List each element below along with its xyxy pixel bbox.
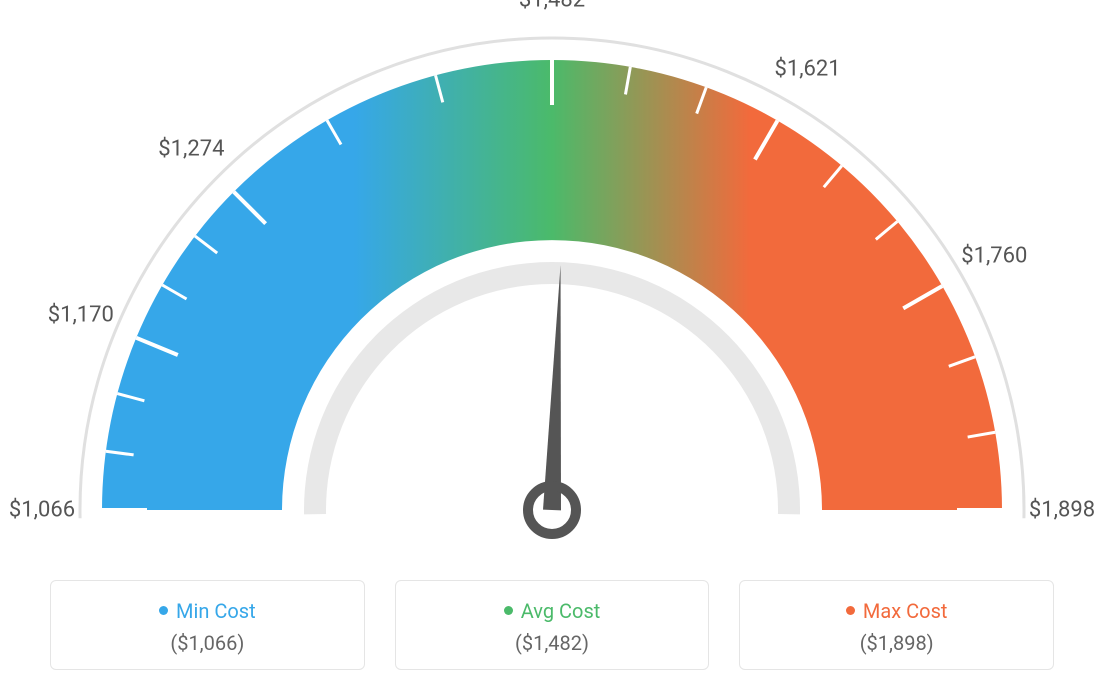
gauge-area: $1,066 $1,170 $1,274 $1,482 $1,621 $1,760 $1,8…	[0, 0, 1104, 560]
legend-card-max: Max Cost ($1,898)	[739, 580, 1054, 670]
dot-icon	[846, 606, 855, 615]
legend-label: Max Cost	[863, 599, 948, 623]
chart-container: $1,066 $1,170 $1,274 $1,482 $1,621 $1,760 $1,8…	[0, 0, 1104, 690]
gauge-tick-label: $1,482	[519, 0, 585, 13]
legend-card-avg: Avg Cost ($1,482)	[395, 580, 710, 670]
legend-value-min: ($1,066)	[61, 631, 354, 655]
legend-value-avg: ($1,482)	[406, 631, 699, 655]
gauge-tick-label: $1,170	[48, 302, 114, 327]
legend-row: Min Cost ($1,066) Avg Cost ($1,482) Max …	[50, 580, 1054, 670]
legend-card-min: Min Cost ($1,066)	[50, 580, 365, 670]
gauge-chart	[0, 0, 1104, 560]
dot-icon	[504, 606, 513, 615]
gauge-tick-label: $1,621	[774, 56, 840, 81]
legend-title-max: Max Cost	[750, 599, 1043, 623]
legend-title-min: Min Cost	[61, 599, 354, 623]
legend-label: Min Cost	[176, 599, 256, 623]
gauge-tick-label: $1,274	[158, 137, 224, 162]
legend-title-avg: Avg Cost	[406, 599, 699, 623]
gauge-tick-label: $1,760	[961, 244, 1027, 269]
gauge-tick-label: $1,898	[1029, 498, 1095, 523]
dot-icon	[159, 606, 168, 615]
legend-label: Avg Cost	[521, 599, 601, 623]
legend-value-max: ($1,898)	[750, 631, 1043, 655]
gauge-tick-label: $1,066	[9, 498, 75, 523]
